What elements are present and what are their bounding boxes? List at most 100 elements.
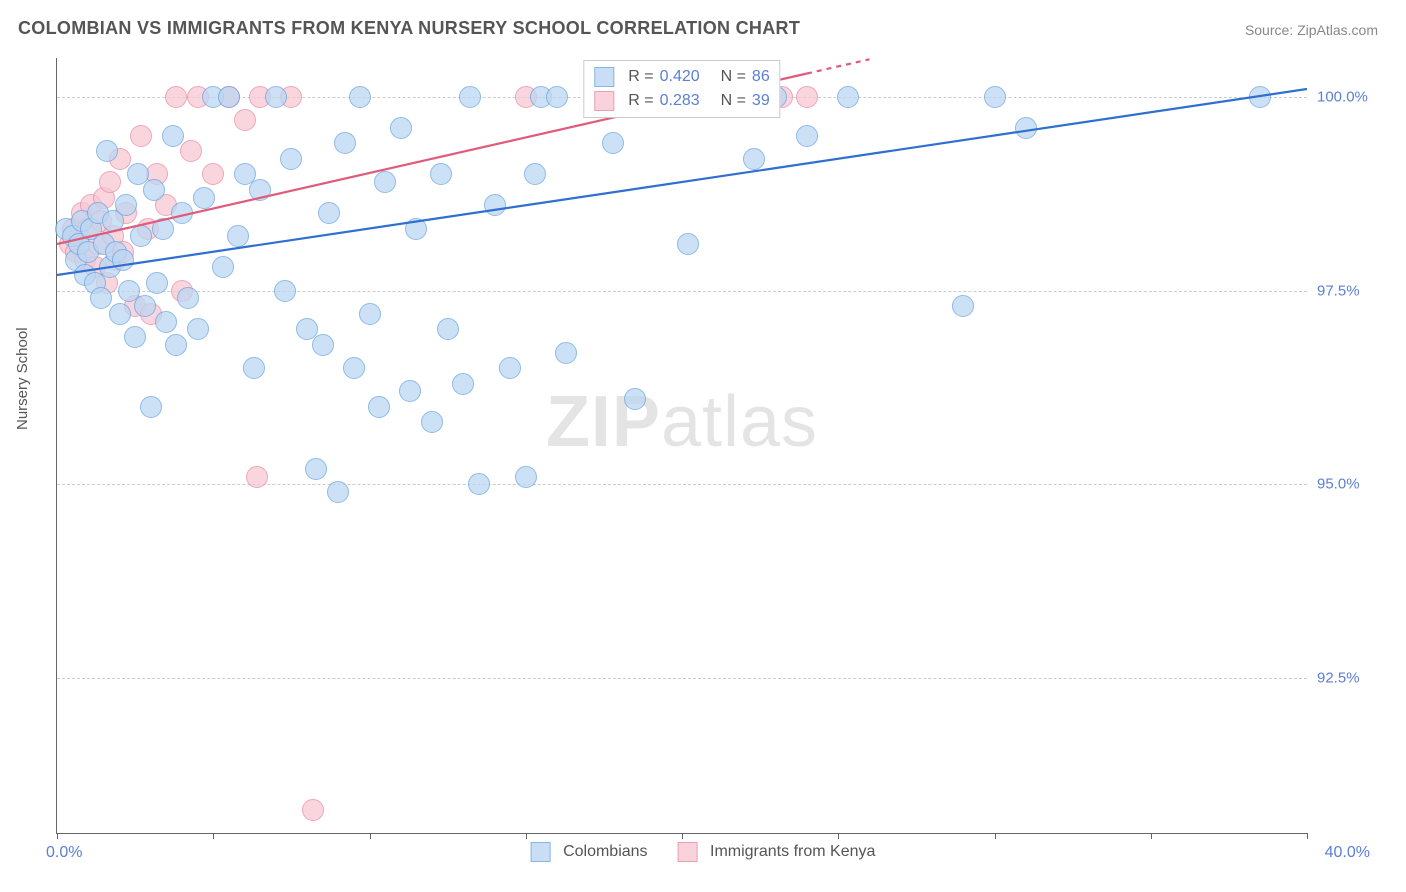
kenya-point: [99, 171, 121, 193]
colombians-point: [243, 357, 265, 379]
colombians-point: [318, 202, 340, 224]
gridline: [57, 678, 1307, 679]
colombians-point: [115, 194, 137, 216]
y-axis-label: Nursery School: [14, 327, 31, 430]
stats-row-colombians: R = 0.420 N = 86: [594, 65, 769, 89]
r-value-colombians: 0.420: [660, 65, 700, 89]
colombians-point: [218, 86, 240, 108]
colombians-point: [1015, 117, 1037, 139]
colombians-point: [193, 187, 215, 209]
legend-item-colombians: Colombians: [531, 842, 648, 862]
gridline: [57, 291, 1307, 292]
colombians-point: [796, 125, 818, 147]
watermark: ZIPatlas: [546, 381, 818, 463]
colombians-point: [143, 179, 165, 201]
colombians-point: [312, 334, 334, 356]
kenya-point: [246, 466, 268, 488]
colombians-point: [368, 396, 390, 418]
n-value-kenya: 39: [752, 89, 770, 113]
colombians-point: [187, 318, 209, 340]
colombians-point: [343, 357, 365, 379]
colombians-point: [177, 287, 199, 309]
gridline: [57, 484, 1307, 485]
y-tick-label: 100.0%: [1317, 88, 1377, 105]
chart-title: COLOMBIAN VS IMMIGRANTS FROM KENYA NURSE…: [18, 18, 800, 39]
n-label: N =: [721, 89, 746, 113]
colombians-point: [171, 202, 193, 224]
legend-item-kenya: Immigrants from Kenya: [678, 842, 876, 862]
colombians-point: [390, 117, 412, 139]
r-value-kenya: 0.283: [660, 89, 700, 113]
colombians-point: [327, 481, 349, 503]
colombians-point: [374, 171, 396, 193]
x-tick: [838, 833, 839, 839]
x-tick: [370, 833, 371, 839]
plot-area: ZIPatlas R = 0.420 N = 86 R = 0.283 N = …: [56, 58, 1307, 834]
colombians-point: [984, 86, 1006, 108]
swatch-colombians: [594, 67, 614, 87]
colombians-point: [109, 303, 131, 325]
colombians-point: [421, 411, 443, 433]
kenya-point: [302, 799, 324, 821]
colombians-point: [546, 86, 568, 108]
colombians-point: [165, 334, 187, 356]
colombians-point: [430, 163, 452, 185]
colombians-point: [90, 287, 112, 309]
series-legend: Colombians Immigrants from Kenya: [531, 842, 876, 862]
colombians-point: [1249, 86, 1271, 108]
colombians-point: [359, 303, 381, 325]
kenya-point: [234, 109, 256, 131]
kenya-point: [796, 86, 818, 108]
colombians-point: [227, 225, 249, 247]
kenya-point: [202, 163, 224, 185]
colombians-point: [96, 140, 118, 162]
chart-source: Source: ZipAtlas.com: [1245, 22, 1378, 38]
colombians-point: [152, 218, 174, 240]
kenya-point: [180, 140, 202, 162]
colombians-point: [305, 458, 327, 480]
colombians-point: [112, 249, 134, 271]
x-tick: [682, 833, 683, 839]
x-tick: [213, 833, 214, 839]
colombians-point: [677, 233, 699, 255]
colombians-point: [437, 318, 459, 340]
colombians-point: [349, 86, 371, 108]
legend-label-colombians: Colombians: [563, 843, 647, 860]
stats-legend: R = 0.420 N = 86 R = 0.283 N = 39: [583, 60, 780, 118]
r-label: R =: [628, 89, 653, 113]
colombians-point: [555, 342, 577, 364]
swatch-kenya: [594, 91, 614, 111]
x-tick: [1307, 833, 1308, 839]
n-value-colombians: 86: [752, 65, 770, 89]
y-tick-label: 95.0%: [1317, 476, 1377, 493]
colombians-point: [334, 132, 356, 154]
colombians-point: [130, 225, 152, 247]
y-tick-label: 92.5%: [1317, 670, 1377, 687]
y-tick-label: 97.5%: [1317, 282, 1377, 299]
x-tick: [1151, 833, 1152, 839]
colombians-point: [459, 86, 481, 108]
colombians-point: [405, 218, 427, 240]
r-label: R =: [628, 65, 653, 89]
colombians-point: [249, 179, 271, 201]
colombians-point: [155, 311, 177, 333]
colombians-point: [952, 295, 974, 317]
swatch-kenya: [678, 842, 698, 862]
x-axis-max-label: 40.0%: [1325, 844, 1370, 862]
colombians-point: [602, 132, 624, 154]
stats-row-kenya: R = 0.283 N = 39: [594, 89, 769, 113]
colombians-point: [265, 86, 287, 108]
kenya-point: [165, 86, 187, 108]
chart-container: COLOMBIAN VS IMMIGRANTS FROM KENYA NURSE…: [0, 0, 1406, 892]
colombians-point: [274, 280, 296, 302]
legend-label-kenya: Immigrants from Kenya: [710, 843, 875, 860]
colombians-point: [624, 388, 646, 410]
swatch-colombians: [531, 842, 551, 862]
colombians-point: [515, 466, 537, 488]
colombians-point: [468, 473, 490, 495]
watermark-atlas: atlas: [661, 382, 818, 462]
colombians-point: [134, 295, 156, 317]
colombians-point: [212, 256, 234, 278]
x-tick: [57, 833, 58, 839]
colombians-point: [484, 194, 506, 216]
